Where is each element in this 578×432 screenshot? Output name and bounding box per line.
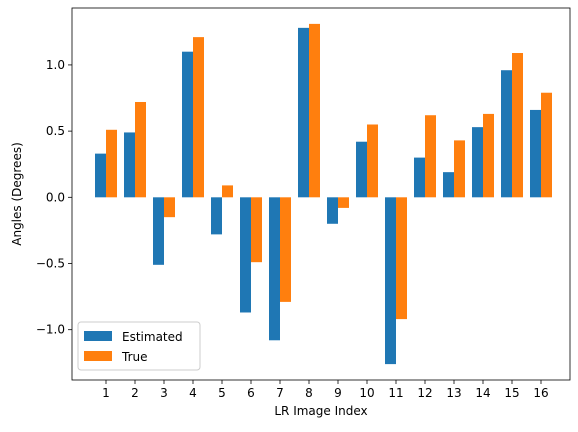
x-tick-label: 15 xyxy=(504,386,519,400)
bar-estimated-8 xyxy=(298,27,309,198)
x-tick-label: 2 xyxy=(131,386,139,400)
bar-estimated-2 xyxy=(124,132,135,198)
y-axis-label: Angles (Degrees) xyxy=(10,142,24,246)
legend-label-estimated: Estimated xyxy=(122,330,183,344)
plot-frame xyxy=(71,7,571,381)
bar-estimated-16 xyxy=(530,109,541,198)
bar-true-7 xyxy=(280,197,291,302)
bar-estimated-9 xyxy=(327,197,338,224)
x-tick-label: 10 xyxy=(359,386,374,400)
bar-estimated-10 xyxy=(356,141,367,198)
bar-estimated-14 xyxy=(472,127,483,198)
x-tick-label: 3 xyxy=(160,386,168,400)
x-tick-label: 6 xyxy=(247,386,255,400)
y-tick-label: 0.5 xyxy=(46,124,65,138)
x-axis-label: LR Image Index xyxy=(274,404,367,418)
legend-swatch-true xyxy=(84,351,112,361)
x-tick-label: 7 xyxy=(276,386,284,400)
bar-estimated-5 xyxy=(211,197,222,235)
x-tick-label: 5 xyxy=(218,386,226,400)
bar-true-9 xyxy=(338,197,349,208)
bar-true-4 xyxy=(193,37,204,198)
x-tick-label: 16 xyxy=(533,386,548,400)
bar-estimated-13 xyxy=(443,172,454,198)
y-tick-label: 0.0 xyxy=(46,190,65,204)
legend: Estimated True xyxy=(77,321,201,371)
bar-true-14 xyxy=(483,113,494,198)
x-tick-label: 8 xyxy=(305,386,313,400)
bar-estimated-7 xyxy=(269,197,280,341)
bars-group xyxy=(95,23,552,365)
bar-true-13 xyxy=(454,140,465,198)
bar-estimated-15 xyxy=(501,70,512,198)
x-tick-label: 1 xyxy=(102,386,110,400)
x-tick-label: 14 xyxy=(475,386,490,400)
y-axis-ticks: −1.0 −0.5 0.0 0.5 1.0 xyxy=(36,58,72,337)
bar-true-8 xyxy=(309,23,320,198)
x-tick-label: 9 xyxy=(334,386,342,400)
legend-swatch-estimated xyxy=(84,331,112,341)
bar-estimated-11 xyxy=(385,197,396,365)
bar-true-1 xyxy=(106,129,117,198)
bar-true-15 xyxy=(512,53,523,198)
bar-estimated-12 xyxy=(414,157,425,198)
y-tick-label: −0.5 xyxy=(36,257,65,271)
x-tick-label: 11 xyxy=(388,386,403,400)
bar-true-6 xyxy=(251,197,262,263)
bar-estimated-4 xyxy=(182,51,193,198)
bar-true-12 xyxy=(425,115,436,198)
bar-estimated-1 xyxy=(95,153,106,198)
bar-estimated-6 xyxy=(240,197,251,313)
bar-estimated-3 xyxy=(153,197,164,265)
bar-true-5 xyxy=(222,185,233,198)
y-tick-label: 1.0 xyxy=(46,58,65,72)
bar-true-11 xyxy=(396,197,407,320)
bar-true-16 xyxy=(541,92,552,198)
x-tick-label: 4 xyxy=(189,386,197,400)
x-axis-ticks: 1 2 3 4 5 6 7 8 9 10 11 12 13 14 15 16 xyxy=(102,380,549,400)
bar-true-10 xyxy=(367,124,378,198)
x-tick-label: 13 xyxy=(446,386,461,400)
bar-true-3 xyxy=(164,197,175,218)
x-tick-label: 12 xyxy=(417,386,432,400)
legend-label-true: True xyxy=(121,350,148,364)
y-tick-label: −1.0 xyxy=(36,323,65,337)
bar-true-2 xyxy=(135,101,146,198)
